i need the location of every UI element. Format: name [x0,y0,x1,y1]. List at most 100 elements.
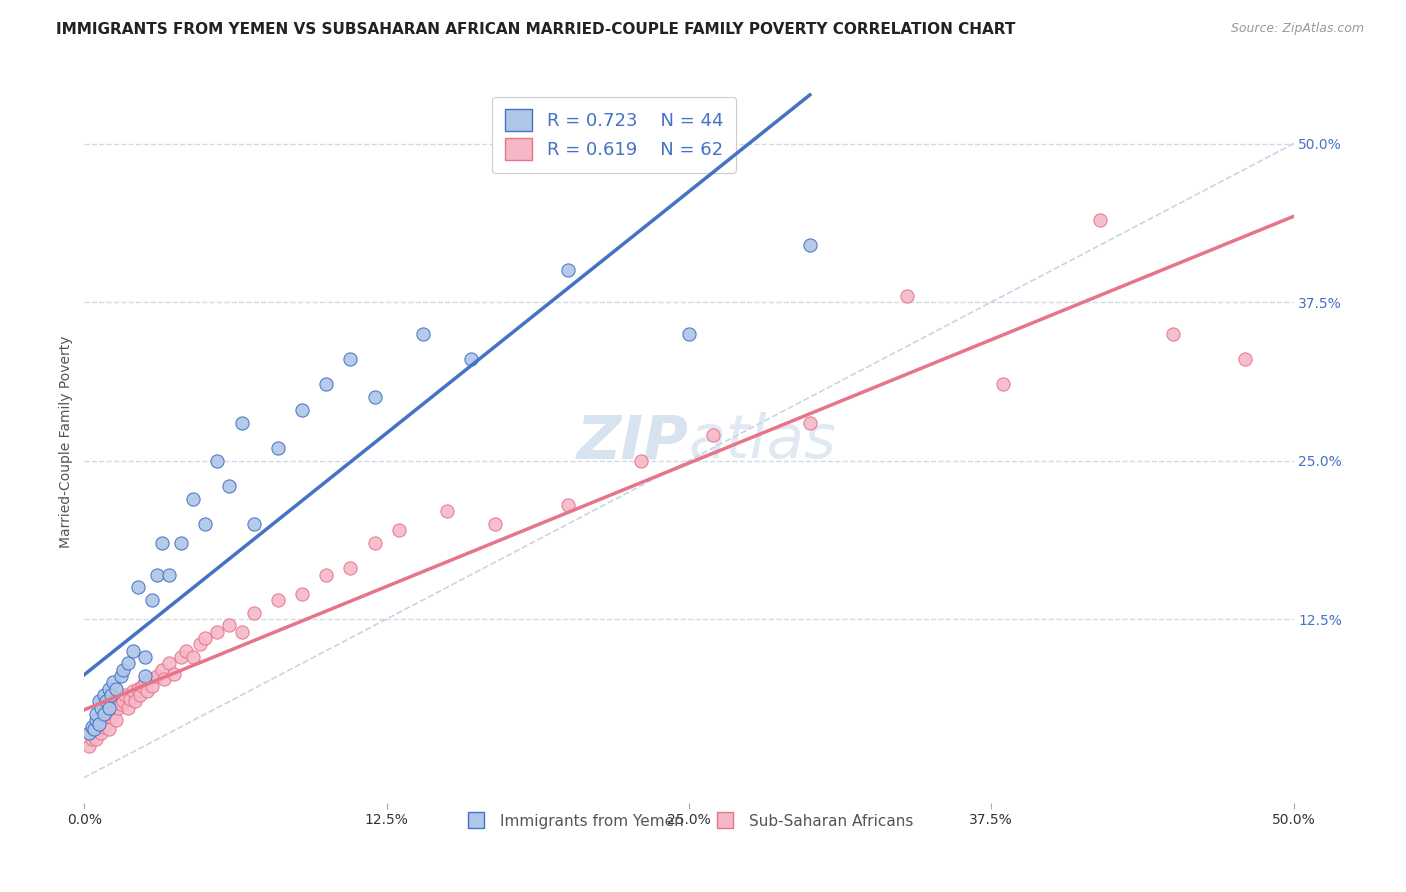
Point [799,238,821,252]
Point [86,714,108,728]
Point [87,717,110,731]
Point [107,700,129,714]
Point [207,453,229,467]
Point [93,707,115,722]
Point [157,657,180,671]
Point [339,352,361,367]
Point [77,739,100,753]
Point [363,536,385,550]
Point [218,479,240,493]
Point [117,700,139,714]
Point [153,672,176,686]
Point [1088,212,1111,227]
Point [170,536,193,550]
Point [134,650,156,665]
Point [114,688,136,702]
Point [83,723,105,737]
Point [136,684,159,698]
Point [77,726,100,740]
Point [1161,326,1184,341]
Point [104,681,127,696]
Point [86,732,108,747]
Point [141,679,163,693]
Point [157,567,180,582]
Point [97,681,120,696]
Point [100,709,122,723]
Point [80,732,103,747]
Point [90,714,112,728]
Point [97,700,120,714]
Point [163,666,186,681]
Point [315,567,337,582]
Point [557,498,579,512]
Point [170,650,193,665]
Point [131,679,153,693]
Point [138,672,160,686]
Point [86,720,108,734]
Point [339,561,361,575]
Point [1234,352,1257,367]
Point [110,669,132,683]
Point [190,637,212,651]
Point [100,688,122,702]
Point [112,663,135,677]
Point [231,624,253,639]
Point [90,726,112,740]
Point [181,650,204,665]
Text: ZIP: ZIP [576,412,689,471]
Point [799,416,821,430]
Point [80,720,103,734]
Point [174,643,197,657]
Point [134,669,156,683]
Point [242,516,264,531]
Point [127,580,149,594]
Point [103,705,125,719]
Point [436,504,458,518]
Point [150,536,173,550]
Point [678,326,700,341]
Point [146,669,169,683]
Point [363,390,385,404]
Point [104,714,127,728]
Point [110,697,132,711]
Point [121,643,143,657]
Point [291,402,314,417]
Text: atlas: atlas [689,412,837,471]
Point [194,516,217,531]
Point [702,428,724,442]
Point [134,675,156,690]
Point [129,688,152,702]
Point [86,707,108,722]
Point [267,441,290,455]
Point [207,624,229,639]
Point [460,352,482,367]
Point [218,618,240,632]
Point [127,681,149,696]
Point [141,593,163,607]
Point [630,453,652,467]
Point [104,694,127,708]
Point [896,289,918,303]
Point [112,694,135,708]
Point [97,723,120,737]
Point [90,700,112,714]
Point [267,593,290,607]
Point [194,631,217,645]
Text: Source: ZipAtlas.com: Source: ZipAtlas.com [1230,22,1364,36]
Point [315,377,337,392]
Point [93,720,115,734]
Point [150,663,173,677]
Point [94,694,117,708]
Point [242,606,264,620]
Point [181,491,204,506]
Text: IMMIGRANTS FROM YEMEN VS SUBSAHARAN AFRICAN MARRIED-COUPLE FAMILY POVERTY CORREL: IMMIGRANTS FROM YEMEN VS SUBSAHARAN AFRI… [56,22,1015,37]
Point [291,587,314,601]
Point [103,675,125,690]
Point [484,516,506,531]
Point [388,523,411,537]
Point [993,377,1015,392]
Point [97,700,120,714]
Point [412,326,434,341]
Point [87,723,110,737]
Point [231,416,253,430]
